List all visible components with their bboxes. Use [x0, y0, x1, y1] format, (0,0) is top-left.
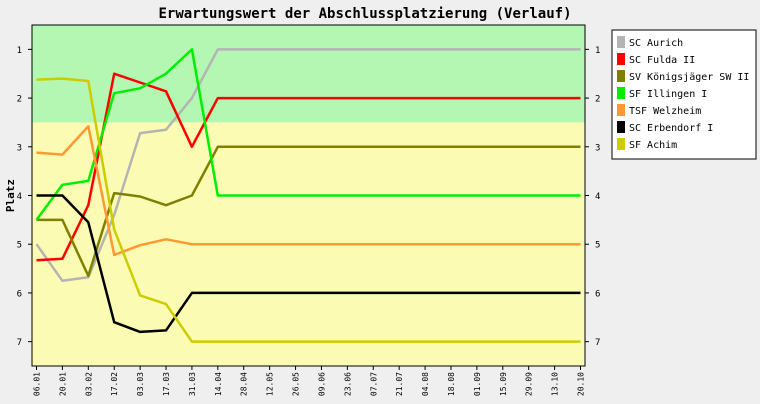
legend-label-0: SC Aurich — [629, 38, 683, 49]
series-line-4 — [36, 125, 581, 257]
x-axis: 06.01 20.01 03.02 17.02 03.03 17.03 31.03 14.04… — [33, 366, 586, 396]
series-line-1 — [36, 72, 581, 262]
series-line-6 — [36, 77, 581, 343]
band-0 — [32, 25, 585, 123]
legend-swatch-2 — [617, 70, 625, 82]
y-axis-label: Platz — [4, 179, 17, 212]
legend-swatch-1 — [617, 53, 625, 65]
legend-swatch-4 — [617, 104, 625, 116]
y-tick-label-left-5: 5 — [17, 241, 22, 251]
x-tick-label-9: 12.05 — [266, 372, 275, 396]
x-tick-label-6: 31.03 — [188, 372, 197, 396]
series-line-5 — [36, 194, 581, 334]
x-tick-label-7: 14.04 — [214, 372, 223, 396]
x-tick-label-8: 28.04 — [240, 372, 249, 396]
y-tick-label-left-3: 3 — [17, 143, 22, 153]
legend-label-2: SV Königsjäger SW II — [629, 72, 749, 83]
x-tick-label-0: 06.01 — [33, 372, 42, 396]
x-tick-label-15: 04.08 — [421, 372, 430, 396]
x-tick-label-5: 17.03 — [162, 372, 171, 396]
x-tick-label-12: 23.06 — [343, 372, 352, 396]
legend-swatch-0 — [617, 36, 625, 48]
legend-swatch-3 — [617, 87, 625, 99]
y-tick-label-right-2: 2 — [595, 95, 600, 105]
x-tick-label-13: 07.07 — [369, 372, 378, 396]
y-tick-label-right-7: 7 — [595, 338, 600, 348]
legend-swatch-5 — [617, 121, 625, 133]
y-tick-label-right-5: 5 — [595, 241, 600, 251]
x-tick-label-2: 03.02 — [84, 372, 93, 396]
legend-swatch-6 — [617, 138, 625, 150]
legend-label-6: SF Achim — [629, 140, 677, 151]
y-axis-right: 1 2 3 4 5 6 7 — [585, 46, 600, 348]
x-tick-label-17: 01.09 — [473, 372, 482, 396]
x-tick-label-19: 29.09 — [525, 372, 534, 396]
series-line-0 — [35, 48, 581, 283]
series-lines — [35, 48, 581, 343]
series-line-3 — [35, 48, 581, 221]
y-tick-label-right-1: 1 — [595, 46, 600, 56]
y-tick-label-right-4: 4 — [595, 192, 600, 202]
x-tick-label-11: 09.06 — [317, 372, 326, 396]
y-tick-label-right-6: 6 — [595, 289, 600, 299]
x-tick-label-18: 15.09 — [499, 372, 508, 396]
x-tick-label-16: 18.08 — [447, 372, 456, 396]
y-tick-label-left-4: 4 — [17, 192, 22, 202]
y-axis-left: 1 2 3 4 5 6 7 — [17, 46, 32, 348]
series-line-2 — [36, 145, 581, 278]
legend-label-5: SC Erbendorf I — [629, 123, 713, 134]
x-tick-label-4: 03.03 — [136, 372, 145, 396]
x-tick-label-3: 17.02 — [110, 372, 119, 396]
x-tick-label-21: 20.10 — [577, 372, 586, 396]
x-tick-label-14: 21.07 — [395, 372, 404, 396]
y-tick-label-left-2: 2 — [17, 95, 22, 105]
x-tick-label-10: 26.05 — [292, 372, 301, 396]
legend-box — [611, 29, 757, 160]
legend-label-4: TSF Welzheim — [629, 106, 701, 117]
y-tick-label-left-1: 1 — [17, 46, 22, 56]
chart-title: Erwartungswert der Abschlussplatzierung … — [158, 6, 571, 22]
x-tick-label-20: 13.10 — [551, 372, 560, 396]
y-tick-label-left-7: 7 — [17, 338, 22, 348]
legend-label-1: SC Fulda II — [629, 55, 695, 66]
y-tick-label-right-3: 3 — [595, 143, 600, 153]
y-tick-label-left-6: 6 — [17, 289, 22, 299]
x-tick-label-1: 20.01 — [58, 372, 67, 396]
legend-label-3: SF Illingen I — [629, 89, 707, 100]
legend: SC Aurich SC Fulda II SV Königsjäger SW II… — [611, 29, 757, 160]
